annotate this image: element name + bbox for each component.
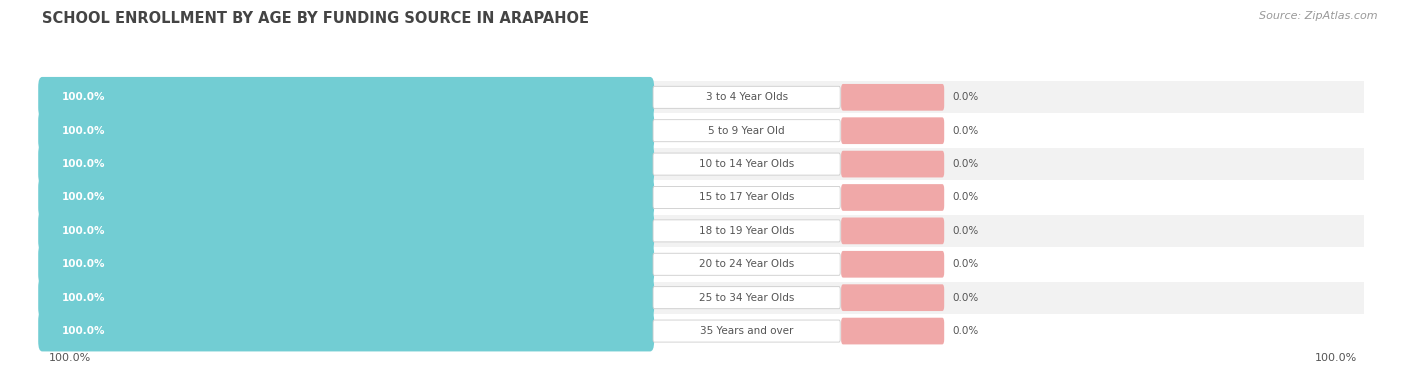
Text: 100.0%: 100.0%	[49, 353, 91, 363]
Text: 5 to 9 Year Old: 5 to 9 Year Old	[709, 126, 785, 136]
FancyBboxPatch shape	[42, 115, 1364, 147]
Text: 20 to 24 Year Olds: 20 to 24 Year Olds	[699, 259, 794, 269]
Text: SCHOOL ENROLLMENT BY AGE BY FUNDING SOURCE IN ARAPAHOE: SCHOOL ENROLLMENT BY AGE BY FUNDING SOUR…	[42, 11, 589, 26]
FancyBboxPatch shape	[652, 253, 841, 275]
FancyBboxPatch shape	[841, 284, 945, 311]
FancyBboxPatch shape	[841, 84, 945, 111]
FancyBboxPatch shape	[841, 251, 945, 277]
FancyBboxPatch shape	[38, 177, 654, 218]
FancyBboxPatch shape	[38, 144, 654, 184]
Text: 100.0%: 100.0%	[62, 326, 105, 336]
FancyBboxPatch shape	[38, 77, 654, 118]
FancyBboxPatch shape	[42, 148, 1364, 180]
FancyBboxPatch shape	[42, 315, 1364, 347]
FancyBboxPatch shape	[652, 120, 841, 142]
Text: 0.0%: 0.0%	[953, 159, 979, 169]
FancyBboxPatch shape	[652, 186, 841, 209]
Text: 100.0%: 100.0%	[62, 192, 105, 203]
FancyBboxPatch shape	[652, 86, 841, 108]
FancyBboxPatch shape	[42, 181, 1364, 214]
Text: 3 to 4 Year Olds: 3 to 4 Year Olds	[706, 92, 787, 102]
FancyBboxPatch shape	[42, 81, 1364, 113]
FancyBboxPatch shape	[841, 184, 945, 211]
FancyBboxPatch shape	[841, 217, 945, 244]
Text: 100.0%: 100.0%	[1315, 353, 1357, 363]
Text: 35 Years and over: 35 Years and over	[700, 326, 793, 336]
Text: 0.0%: 0.0%	[953, 92, 979, 102]
Text: Source: ZipAtlas.com: Source: ZipAtlas.com	[1260, 11, 1378, 21]
Text: 100.0%: 100.0%	[62, 92, 105, 102]
Text: 100.0%: 100.0%	[62, 159, 105, 169]
Text: 0.0%: 0.0%	[953, 126, 979, 136]
Text: 0.0%: 0.0%	[953, 326, 979, 336]
Text: 100.0%: 100.0%	[62, 293, 105, 303]
Text: 10 to 14 Year Olds: 10 to 14 Year Olds	[699, 159, 794, 169]
FancyBboxPatch shape	[42, 282, 1364, 314]
Text: 15 to 17 Year Olds: 15 to 17 Year Olds	[699, 192, 794, 203]
FancyBboxPatch shape	[38, 110, 654, 151]
Text: 100.0%: 100.0%	[62, 259, 105, 269]
FancyBboxPatch shape	[652, 153, 841, 175]
FancyBboxPatch shape	[42, 215, 1364, 247]
FancyBboxPatch shape	[841, 151, 945, 177]
FancyBboxPatch shape	[841, 318, 945, 344]
Text: 100.0%: 100.0%	[62, 126, 105, 136]
FancyBboxPatch shape	[841, 117, 945, 144]
FancyBboxPatch shape	[38, 277, 654, 318]
Text: 0.0%: 0.0%	[953, 293, 979, 303]
Text: 0.0%: 0.0%	[953, 226, 979, 236]
FancyBboxPatch shape	[38, 244, 654, 285]
Text: 0.0%: 0.0%	[953, 192, 979, 203]
FancyBboxPatch shape	[38, 211, 654, 251]
FancyBboxPatch shape	[652, 320, 841, 342]
FancyBboxPatch shape	[38, 311, 654, 352]
Text: 100.0%: 100.0%	[62, 226, 105, 236]
Text: 25 to 34 Year Olds: 25 to 34 Year Olds	[699, 293, 794, 303]
FancyBboxPatch shape	[652, 220, 841, 242]
Text: 0.0%: 0.0%	[953, 259, 979, 269]
FancyBboxPatch shape	[42, 248, 1364, 280]
FancyBboxPatch shape	[652, 287, 841, 309]
Text: 18 to 19 Year Olds: 18 to 19 Year Olds	[699, 226, 794, 236]
